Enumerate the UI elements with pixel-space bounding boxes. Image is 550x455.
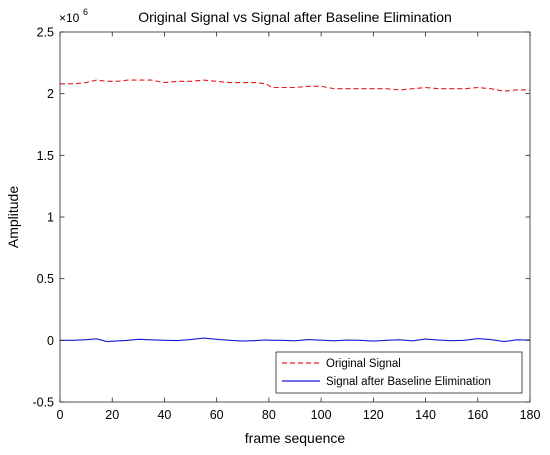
legend-label-original-signal: Original Signal xyxy=(326,358,401,370)
x-tick-label-3: 60 xyxy=(210,408,224,422)
x-tick-label-8: 160 xyxy=(467,408,488,422)
y-exponent-base: ×10 xyxy=(59,11,80,25)
x-tick-label-5: 100 xyxy=(311,408,332,422)
x-tick-label-7: 140 xyxy=(415,408,436,422)
x-tick-label-4: 80 xyxy=(262,408,276,422)
x-tick-label-9: 180 xyxy=(520,408,541,422)
data-lines xyxy=(60,79,531,343)
legend-box xyxy=(275,351,523,394)
legend: Original Signal Signal after Baseline El… xyxy=(275,351,523,394)
chart-title: Original Signal vs Signal after Baseline… xyxy=(138,9,452,25)
x-tick-label-6: 120 xyxy=(363,408,384,422)
series-line-0 xyxy=(60,79,530,92)
x-tick-label-0: 0 xyxy=(57,408,64,422)
x-axis-label: frame sequence xyxy=(245,430,346,446)
y-exponent-power: 6 xyxy=(83,7,88,17)
y-tick-label-3: 1 xyxy=(47,211,54,225)
axis-ticks: 0 20 40 60 80 100 120 140 160 180-0.500.511.522.5 xyxy=(32,26,540,423)
x-tick-label-1: 20 xyxy=(105,408,119,422)
y-tick-label-2: 0.5 xyxy=(37,272,54,286)
y-tick-label-0: -0.5 xyxy=(32,396,54,410)
series-line-1 xyxy=(60,337,531,343)
x-tick-label-2: 40 xyxy=(157,408,171,422)
y-axis-label: Amplitude xyxy=(5,186,21,248)
y-tick-label-6: 2.5 xyxy=(37,26,54,40)
y-tick-label-5: 2 xyxy=(47,87,54,101)
y-tick-label-4: 1.5 xyxy=(37,149,54,163)
y-tick-label-1: 0 xyxy=(47,334,54,348)
legend-label-baseline-eliminated: Signal after Baseline Elimination xyxy=(326,376,491,388)
